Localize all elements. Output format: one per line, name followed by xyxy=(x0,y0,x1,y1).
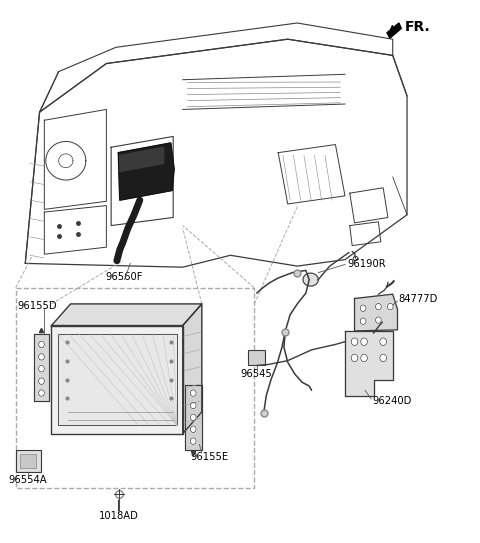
Polygon shape xyxy=(51,304,202,325)
Polygon shape xyxy=(120,147,164,172)
Polygon shape xyxy=(185,385,202,450)
Text: 96190R: 96190R xyxy=(347,260,385,269)
Text: 96155E: 96155E xyxy=(190,452,228,462)
Circle shape xyxy=(351,354,358,362)
Circle shape xyxy=(375,317,381,324)
Text: 96545: 96545 xyxy=(241,369,273,379)
Polygon shape xyxy=(387,23,401,38)
Text: FR.: FR. xyxy=(405,20,431,34)
Polygon shape xyxy=(34,333,49,401)
Text: 96155D: 96155D xyxy=(18,301,58,311)
Circle shape xyxy=(361,338,367,345)
Circle shape xyxy=(191,402,196,409)
Circle shape xyxy=(360,305,366,312)
Circle shape xyxy=(38,365,44,372)
Polygon shape xyxy=(345,331,393,396)
Circle shape xyxy=(360,318,366,324)
Circle shape xyxy=(38,390,44,396)
Bar xyxy=(248,350,265,365)
Text: 96554A: 96554A xyxy=(9,475,48,485)
Polygon shape xyxy=(118,143,174,200)
Circle shape xyxy=(191,414,196,421)
Polygon shape xyxy=(51,325,183,433)
Polygon shape xyxy=(303,273,318,286)
Polygon shape xyxy=(183,304,202,433)
Circle shape xyxy=(191,438,196,444)
Text: 1018AD: 1018AD xyxy=(99,510,139,521)
Text: 84777D: 84777D xyxy=(398,294,438,304)
Text: 96240D: 96240D xyxy=(372,396,412,406)
Bar xyxy=(16,288,254,488)
Circle shape xyxy=(38,341,44,348)
Circle shape xyxy=(191,390,196,396)
Bar xyxy=(16,450,40,472)
Circle shape xyxy=(361,354,367,362)
Polygon shape xyxy=(58,333,177,426)
Circle shape xyxy=(380,354,386,362)
Text: 96560F: 96560F xyxy=(106,272,143,282)
Circle shape xyxy=(38,353,44,360)
Circle shape xyxy=(38,378,44,384)
Circle shape xyxy=(375,304,381,310)
Circle shape xyxy=(380,338,386,345)
Circle shape xyxy=(191,426,196,432)
Circle shape xyxy=(351,338,358,345)
Bar xyxy=(20,454,36,468)
Polygon shape xyxy=(355,294,397,331)
Circle shape xyxy=(387,304,393,310)
